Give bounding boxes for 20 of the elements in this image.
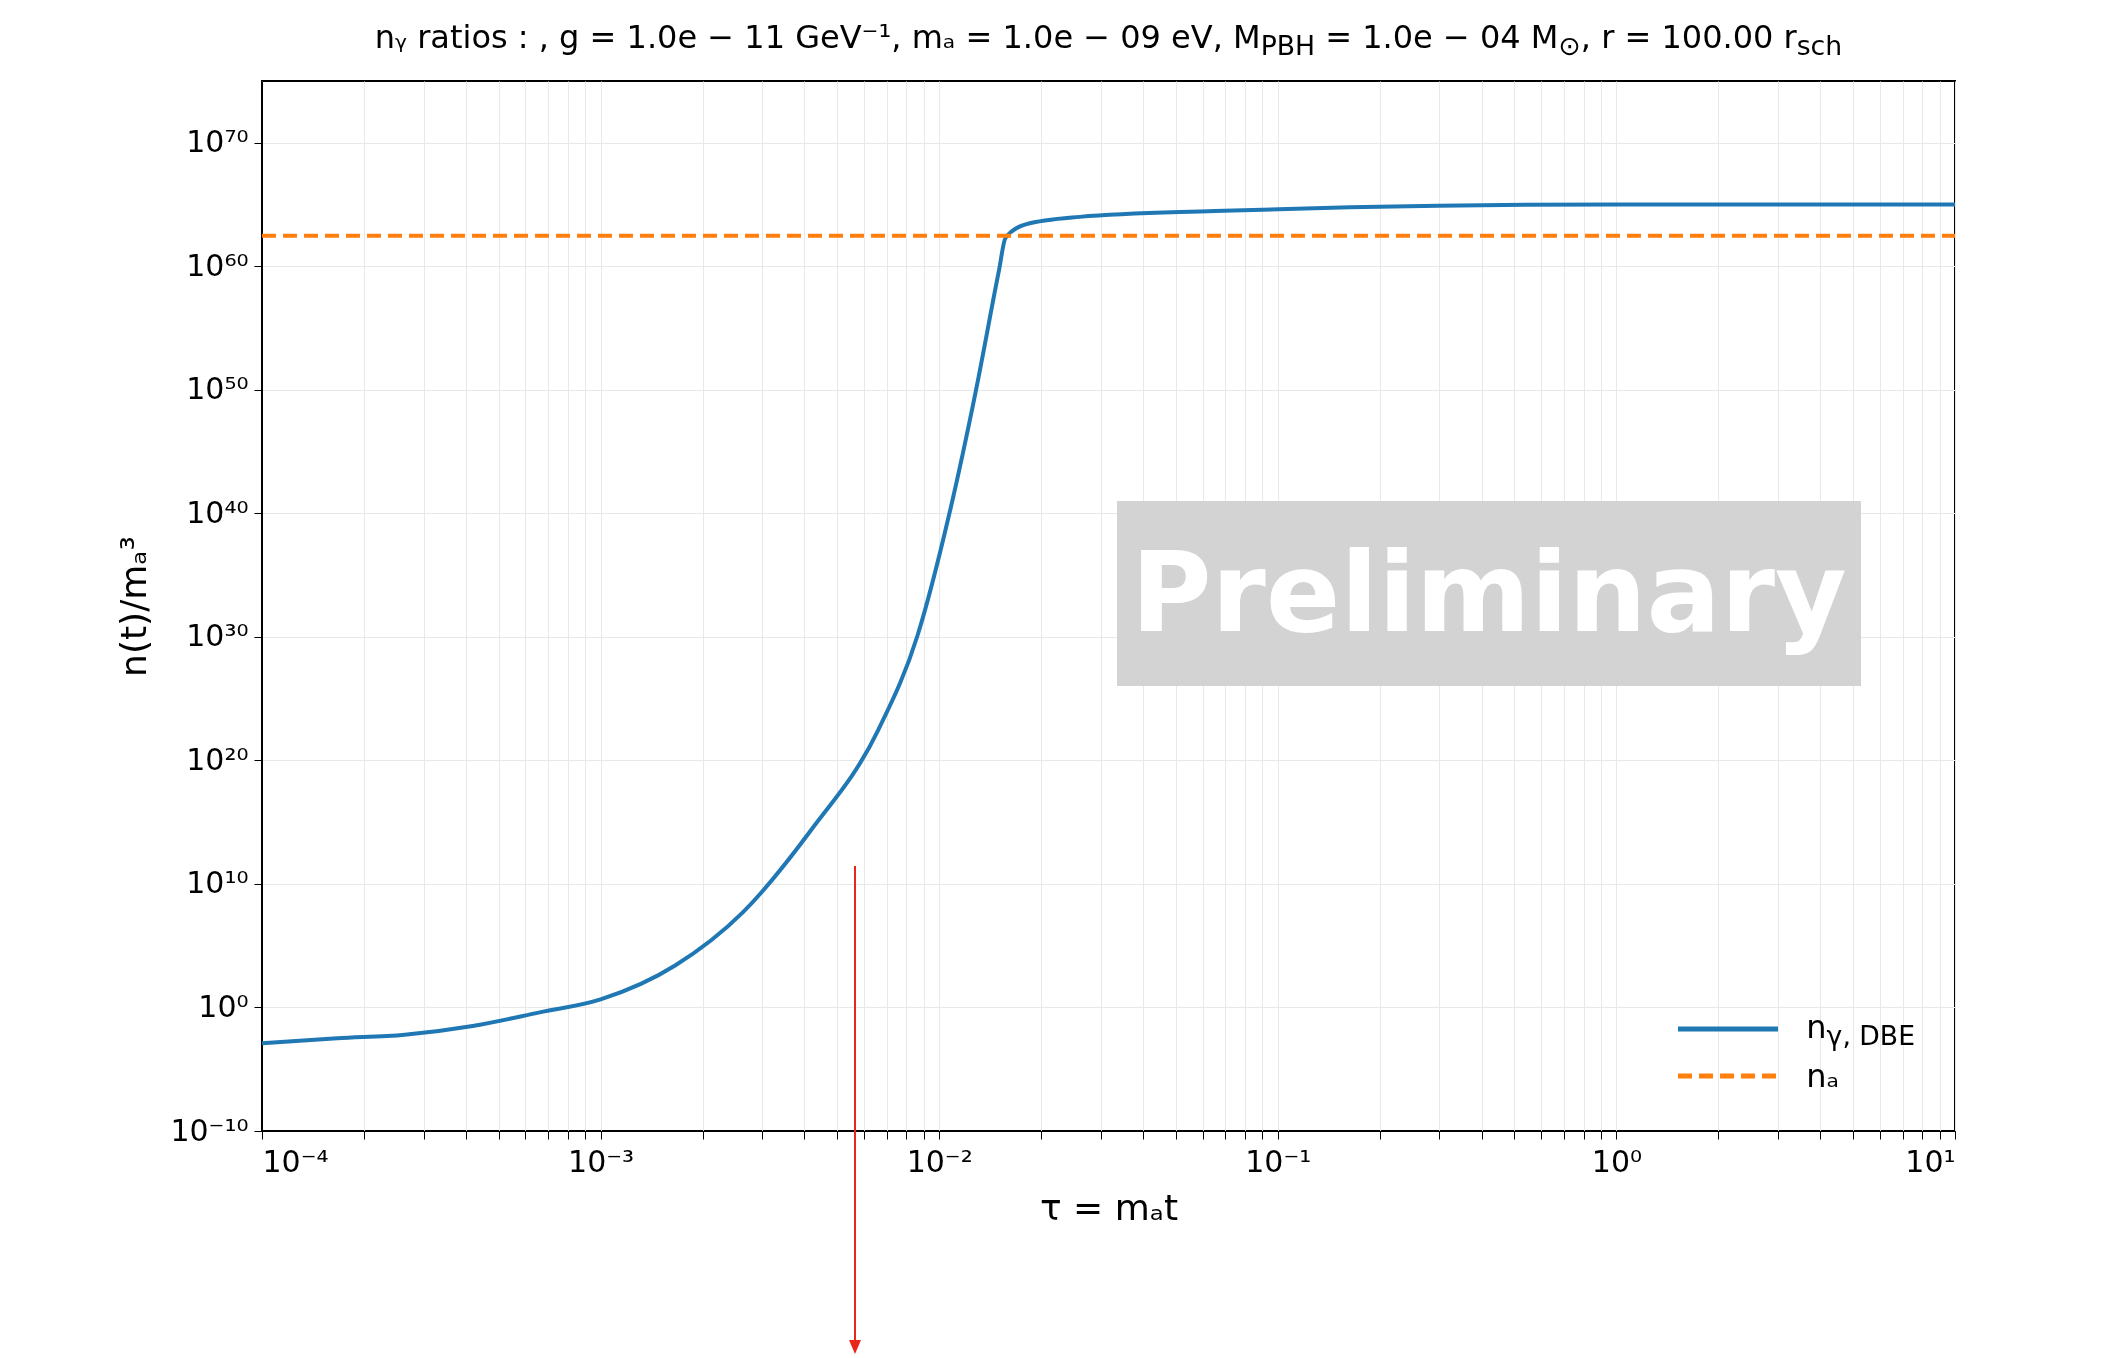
y-axis-title: n(t)/mₐ³ (113, 536, 155, 677)
y-tick-label: 10⁰ (198, 988, 249, 1024)
y-tick-label: 10⁵⁰ (186, 371, 249, 407)
x-axis-title: τ = mₐt (1039, 1186, 1179, 1228)
x-tick-label: 10⁻³ (568, 1143, 635, 1179)
chart-title: nᵧ ratios : , g = 1.0e − 11 GeV⁻¹, mₐ = 1.0e − 09 eV, M$_{PBH}$ = 1.0e − 04 M$_{⊙}$, r = 100.00 r$_{sch}$ (373, 18, 1844, 62)
y-tick-label: 10⁴⁰ (186, 494, 249, 530)
x-tick-label: 10¹ (1905, 1143, 1956, 1179)
y-tick-label: 10⁻¹⁰ (170, 1112, 249, 1148)
x-tick-label: 10⁻⁴ (262, 1143, 329, 1179)
x-tick-label: 10⁰ (1591, 1143, 1642, 1179)
legend-label: n$_{γ, DBE}$ (1806, 1007, 1915, 1051)
legend-label: nₐ (1806, 1057, 1840, 1095)
y-tick-label: 10³⁰ (186, 618, 249, 654)
y-tick-label: 10²⁰ (186, 741, 249, 777)
x-tick-label: 10⁻¹ (1245, 1143, 1312, 1179)
y-tick-label: 10⁶⁰ (186, 247, 249, 283)
y-tick-label: 10⁷⁰ (186, 124, 249, 160)
x-tick-label: 10⁻² (906, 1143, 973, 1179)
y-tick-label: 10¹⁰ (186, 865, 249, 901)
